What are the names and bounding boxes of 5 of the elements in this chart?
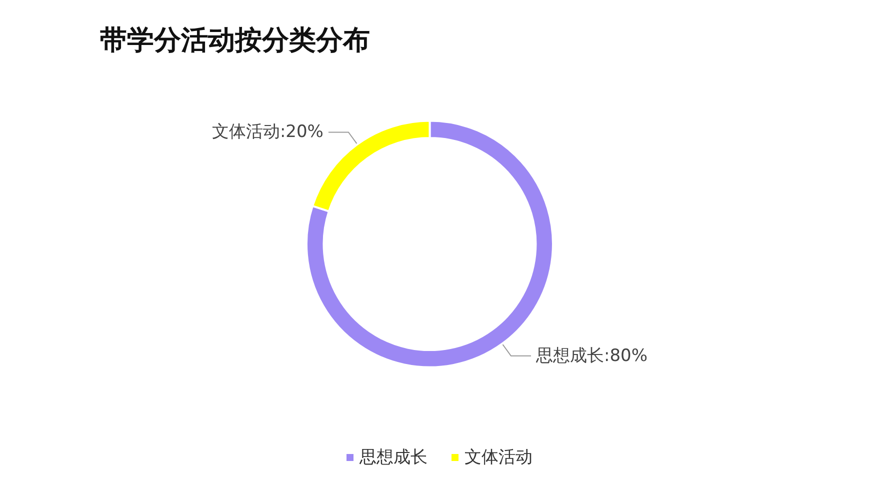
chart-title: 带学分活动按分类分布 (100, 25, 370, 56)
legend-label: 文体活动 (464, 448, 532, 468)
data-label: 思想成长:80% (534, 346, 648, 366)
data-label: 文体活动:20% (212, 122, 324, 142)
legend-label: 思想成长 (358, 448, 428, 468)
